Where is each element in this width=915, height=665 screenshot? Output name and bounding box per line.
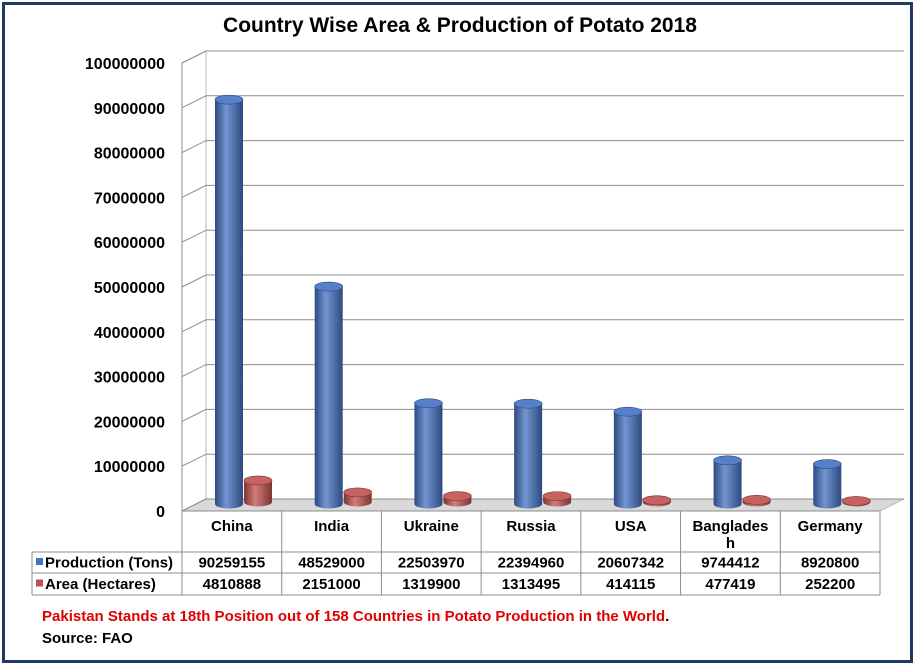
- bars: [214, 94, 871, 509]
- category-label: Germany: [798, 518, 864, 535]
- gridline: [181, 95, 904, 109]
- area-bar-top: [443, 491, 472, 501]
- production-bar-top: [713, 455, 742, 466]
- production-bar-top: [812, 459, 842, 469]
- gridline: [181, 319, 904, 333]
- production-bar-body: [514, 403, 543, 509]
- category-label: Ukraine: [404, 518, 459, 535]
- table-value: 90259155: [198, 555, 265, 572]
- area-bar-top: [542, 491, 572, 501]
- area-bar-body: [244, 480, 272, 507]
- table-value: 20607342: [597, 555, 664, 572]
- gridline: [181, 140, 904, 154]
- legend-key: [36, 558, 43, 565]
- gridline: [181, 453, 904, 467]
- table-value: 252200: [805, 576, 855, 593]
- table-value: 4810888: [203, 576, 261, 593]
- y-tick-label: 90000000: [94, 101, 165, 118]
- table-value: 48529000: [298, 555, 365, 572]
- production-bar: [214, 94, 244, 509]
- gridline: [181, 498, 904, 512]
- y-tick-label: 50000000: [94, 280, 165, 297]
- area-bar-top: [742, 495, 771, 505]
- table-value: 1319900: [402, 576, 460, 593]
- y-tick-label: 0: [156, 504, 165, 521]
- gridline: [181, 274, 904, 288]
- area-bar-top: [642, 495, 672, 505]
- table-value: 1313495: [502, 576, 560, 593]
- production-bar: [613, 406, 643, 509]
- table-value: 414115: [606, 576, 655, 593]
- gridlines: [181, 50, 904, 512]
- area-bar: [642, 495, 672, 507]
- area-bar: [742, 495, 771, 507]
- y-tick-label: 30000000: [94, 370, 165, 387]
- area-bar-top: [343, 487, 373, 498]
- gridline: [181, 50, 904, 64]
- table-value: 22503970: [398, 555, 465, 572]
- production-bar: [513, 398, 543, 509]
- production-bar-top: [613, 406, 643, 417]
- table-value: 22394960: [498, 555, 565, 572]
- production-bar: [812, 459, 842, 509]
- production-bar-top: [513, 398, 543, 409]
- area-bar: [542, 491, 572, 507]
- y-axis: 0 10000000 20000000 30000000 40000000 5000000…: [85, 56, 183, 521]
- production-bar-top: [414, 398, 443, 408]
- production-bar-body: [314, 286, 343, 509]
- floor: [181, 498, 905, 512]
- gridline: [181, 229, 904, 243]
- footnote-main: Pakistan Stands at 18th Position out of …: [42, 608, 665, 625]
- category-label: Banglades h: [692, 518, 768, 552]
- legend-key: [36, 579, 43, 587]
- area-bar: [243, 475, 273, 507]
- y-tick-label: 70000000: [94, 190, 165, 207]
- chart-title: Country Wise Area & Production of Potato…: [223, 14, 697, 37]
- production-bar-body: [813, 464, 842, 509]
- production-bar: [713, 455, 742, 509]
- footnote-period: .: [665, 608, 669, 625]
- table-value: 9744412: [701, 555, 759, 572]
- gridline: [181, 184, 904, 198]
- y-tick-label: 20000000: [94, 414, 165, 431]
- area-bar: [841, 496, 871, 507]
- area-bar: [443, 491, 472, 507]
- category-label: India: [314, 518, 350, 535]
- y-tick-label: 40000000: [94, 325, 165, 342]
- data-table: China India Ukraine Russia USA Banglades h Germ…: [31, 510, 881, 596]
- table-value: 8920800: [801, 555, 859, 572]
- production-bar-body: [215, 99, 243, 509]
- production-bar-body: [713, 460, 742, 509]
- production-bar-top: [214, 94, 244, 105]
- category-label: Russia: [506, 518, 556, 535]
- y-tick-label: 10000000: [94, 459, 165, 476]
- production-bar-body: [613, 411, 642, 509]
- production-bar: [414, 398, 443, 509]
- area-bar-top: [243, 475, 273, 486]
- category-label: USA: [615, 518, 647, 535]
- y-tick-label: 100000000: [85, 56, 165, 73]
- y-tick-label: 60000000: [94, 235, 165, 252]
- footnote: Pakistan Stands at 18th Position out of …: [42, 608, 669, 625]
- gridline: [181, 408, 904, 422]
- table-value: 477419: [705, 576, 755, 593]
- gridline: [181, 364, 904, 378]
- production-bar: [314, 281, 344, 509]
- production-bar-body: [414, 403, 443, 509]
- y-tick-label: 80000000: [94, 146, 165, 163]
- area-bar: [343, 487, 373, 507]
- series-name: Production (Tons): [45, 555, 173, 572]
- source-note: Source: FAO: [42, 630, 133, 647]
- production-bar-top: [314, 281, 344, 292]
- category-label: China: [211, 518, 253, 535]
- area-bar-top: [841, 496, 871, 506]
- series-name: Area (Hectares): [45, 576, 156, 593]
- chart-walls: [181, 50, 905, 512]
- table-value: 2151000: [302, 576, 360, 593]
